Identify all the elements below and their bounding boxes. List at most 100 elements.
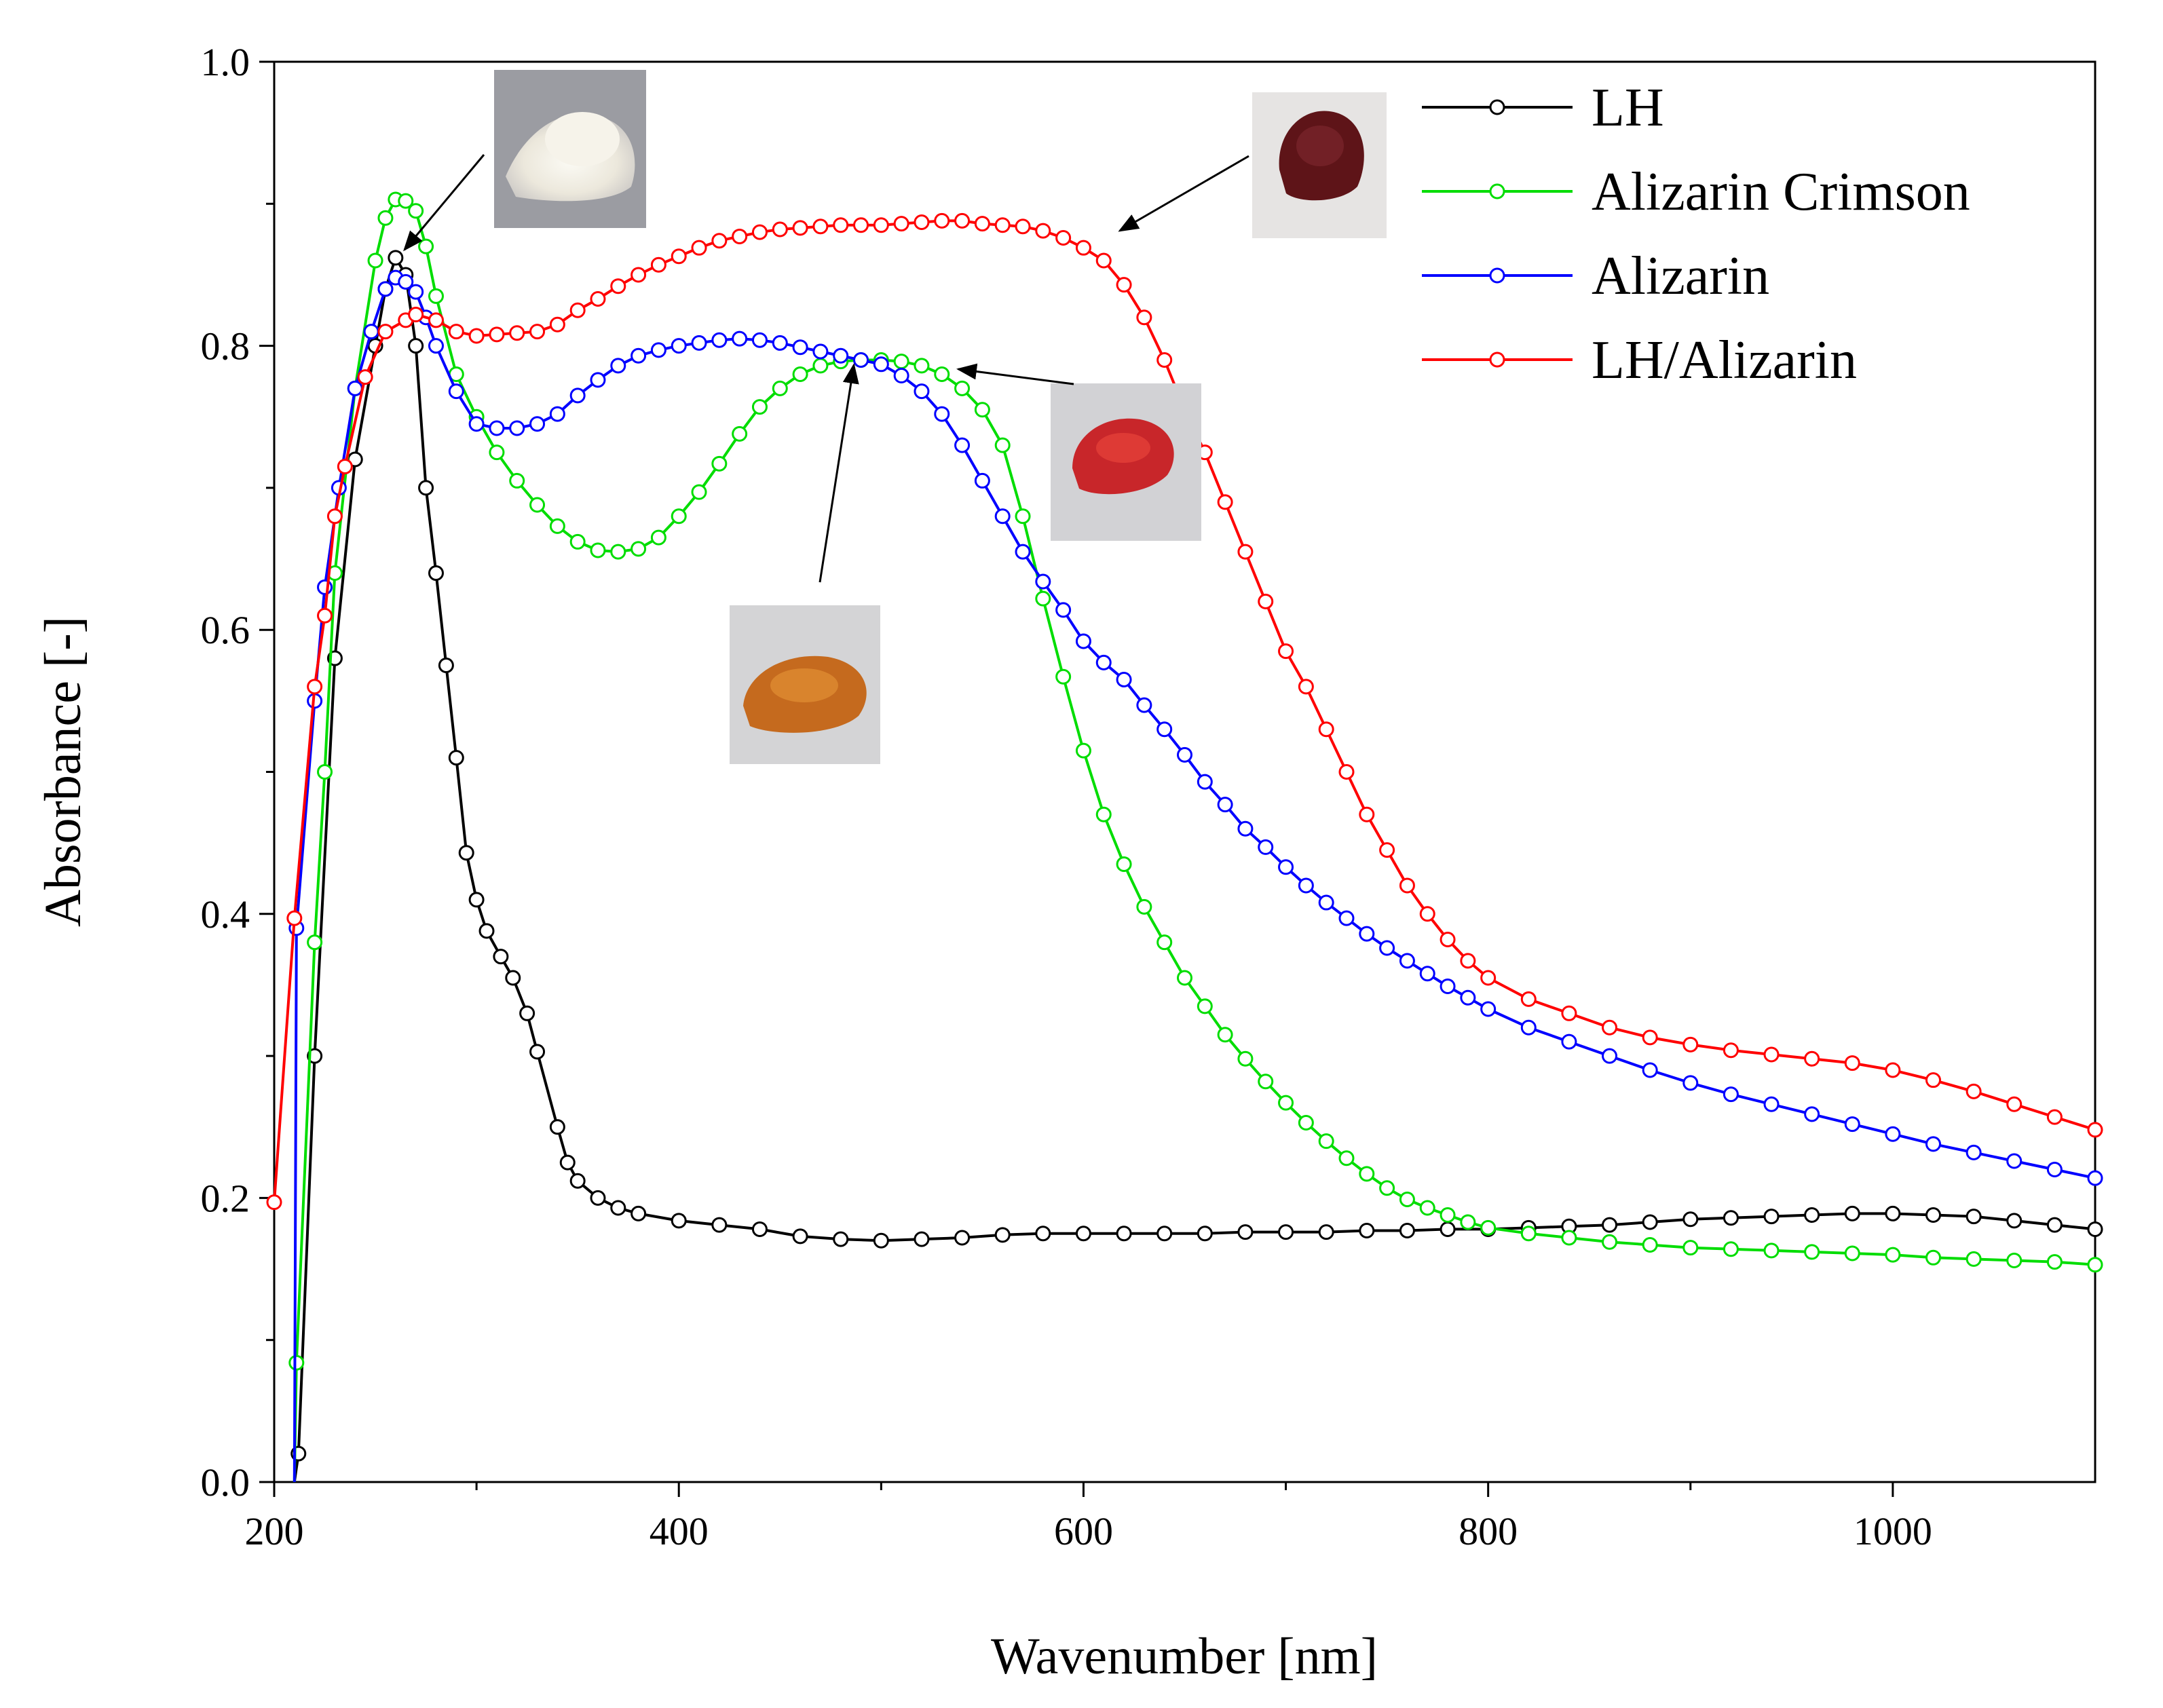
data-point: [792, 220, 808, 236]
data-point: [1156, 352, 1173, 368]
data-point: [1804, 1106, 1820, 1122]
data-point: [489, 420, 505, 436]
data-point: [1419, 906, 1435, 922]
data-point: [448, 750, 464, 766]
data-point: [711, 332, 728, 348]
data-point: [428, 565, 444, 581]
data-point: [1844, 1116, 1860, 1133]
data-point: [1359, 1166, 1375, 1182]
data-point: [468, 892, 485, 908]
data-point: [549, 518, 565, 534]
data-point: [377, 324, 394, 340]
data-point: [458, 845, 474, 861]
data-point: [1723, 1086, 1739, 1103]
data-point: [326, 508, 343, 525]
data-point: [1015, 544, 1031, 560]
data-point: [1379, 940, 1395, 956]
axis-ticks: [259, 60, 1894, 1497]
annotation-arrow-orange: [819, 363, 859, 583]
data-point: [428, 288, 444, 304]
data-point: [751, 1221, 768, 1237]
legend-item-lh-alizarin: LH/Alizarin: [1422, 330, 1857, 390]
data-point: [549, 316, 565, 333]
data-point: [569, 302, 586, 318]
data-point: [1338, 1150, 1355, 1166]
data-point: [559, 1154, 576, 1171]
data-point: [934, 366, 950, 382]
data-point: [1258, 1074, 1274, 1090]
data-point: [1520, 991, 1537, 1007]
data-point: [1520, 1226, 1537, 1242]
data-point: [1965, 1209, 1982, 1225]
data-point: [1440, 1207, 1456, 1223]
data-point: [914, 214, 930, 231]
data-point: [1480, 1219, 1497, 1236]
data-point: [1844, 1245, 1860, 1261]
data-point: [974, 216, 990, 232]
data-point: [812, 343, 829, 360]
data-point: [307, 679, 323, 695]
data-point: [1217, 1027, 1233, 1043]
data-point: [974, 402, 990, 418]
data-point: [1965, 1251, 1982, 1267]
data-point: [307, 934, 323, 951]
data-point: [954, 437, 971, 453]
data-point: [388, 250, 404, 266]
x-tick-label: 600: [1054, 1509, 1113, 1553]
data-point: [1359, 806, 1375, 822]
data-point: [1460, 1214, 1476, 1230]
data-point: [954, 380, 971, 396]
legend-swatch-marker: [1489, 99, 1505, 115]
x-tick-label: 1000: [1854, 1509, 1932, 1553]
data-point: [1237, 820, 1254, 837]
data-point: [1419, 966, 1435, 982]
data-point: [1440, 931, 1456, 947]
data-point: [569, 533, 586, 550]
legend-item-lh: LH: [1422, 78, 1664, 138]
data-point: [1075, 742, 1091, 759]
data-point: [1318, 1133, 1334, 1150]
data-point: [631, 267, 647, 283]
data-point: [1095, 654, 1112, 670]
data-point: [1804, 1050, 1820, 1067]
data-point: [1095, 806, 1112, 822]
data-point: [853, 217, 869, 233]
data-point: [631, 1205, 647, 1221]
data-point: [751, 332, 768, 348]
data-point: [1642, 1029, 1658, 1046]
data-point: [1177, 970, 1192, 986]
data-point: [1642, 1236, 1658, 1253]
legend: LH Alizarin Crimson Alizarin LH/Alizarin: [1422, 78, 1970, 390]
data-point: [2046, 1254, 2063, 1270]
data-point: [1682, 1211, 1699, 1228]
data-point: [529, 1044, 546, 1060]
series-lh: [290, 250, 2103, 1483]
data-point: [772, 335, 788, 351]
data-point: [1156, 934, 1173, 951]
data-point: [2087, 1221, 2103, 1237]
data-point: [792, 339, 808, 356]
data-point: [893, 354, 909, 370]
annotation-arrow-dark-red: [1118, 155, 1249, 232]
data-point: [1015, 219, 1031, 235]
data-point: [468, 328, 485, 344]
data-point: [1318, 1224, 1334, 1240]
data-point: [1925, 1249, 1942, 1266]
data-point: [732, 330, 748, 347]
data-point: [711, 1217, 728, 1233]
data-point: [1682, 1075, 1699, 1091]
data-point: [792, 366, 808, 382]
data-point: [1885, 1205, 1901, 1221]
white-powder-photo: [494, 70, 646, 228]
data-point: [1642, 1062, 1658, 1078]
data-point: [1885, 1062, 1901, 1078]
data-point: [2046, 1217, 2063, 1233]
data-point: [317, 607, 333, 624]
data-point: [812, 358, 829, 374]
data-point: [377, 281, 394, 297]
data-point: [1075, 1226, 1091, 1242]
data-point: [954, 1230, 971, 1246]
data-point: [489, 326, 505, 343]
data-point: [2006, 1153, 2023, 1169]
data-point: [1237, 1224, 1254, 1240]
